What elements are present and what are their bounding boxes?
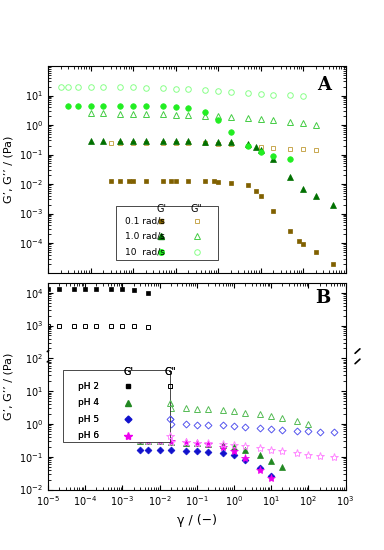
Text: pH 5: pH 5 (78, 415, 99, 424)
Text: pH 6: pH 6 (78, 431, 99, 441)
Bar (116, 206, 218, 260)
Text: A: A (317, 76, 331, 95)
Text: pH 4: pH 4 (78, 398, 99, 407)
Text: G': G' (123, 367, 133, 377)
Text: pH 2: pH 2 (78, 382, 99, 390)
Text: G": G" (164, 367, 176, 377)
Text: 0.1 rad/s: 0.1 rad/s (125, 217, 165, 226)
Text: G': G' (123, 367, 133, 377)
Bar (63, 370, 170, 442)
Y-axis label: G’, G’’ / (Pa): G’, G’’ / (Pa) (3, 136, 13, 203)
Text: G": G" (164, 367, 176, 377)
Y-axis label: G’, G’’ / (Pa): G’, G’’ / (Pa) (4, 353, 14, 420)
Text: pH 5: pH 5 (78, 415, 99, 424)
Text: pH 4: pH 4 (78, 398, 99, 407)
Text: 10  rad/s: 10 rad/s (125, 248, 165, 256)
X-axis label: γ / (−): γ / (−) (177, 514, 217, 527)
Text: G": G" (191, 204, 203, 213)
Text: G': G' (156, 204, 166, 213)
Text: pH 6: pH 6 (78, 431, 99, 441)
Text: 1.0 rad/s: 1.0 rad/s (125, 232, 165, 241)
Text: B: B (316, 289, 331, 307)
Text: pH 2: pH 2 (78, 382, 99, 390)
